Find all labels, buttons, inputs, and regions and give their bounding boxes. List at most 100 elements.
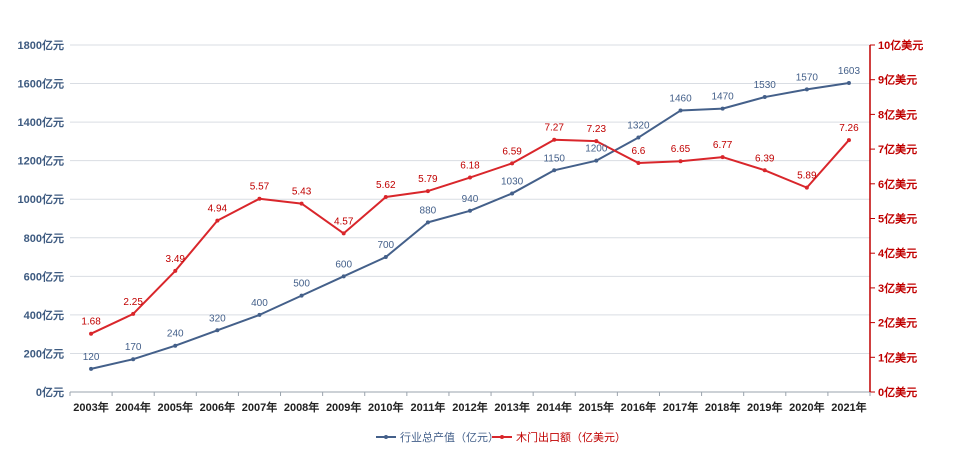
data-point-0	[846, 80, 851, 85]
data-label-0: 1030	[501, 176, 524, 187]
data-point-1	[131, 311, 136, 316]
data-labels: 120 170 240 320 400 500 600 700 880 940 1030 1150 12…	[81, 66, 860, 363]
data-label-0: 170	[125, 342, 142, 353]
right-tick-label: 10亿美元	[878, 38, 923, 52]
data-label-0: 1320	[627, 121, 650, 132]
data-label-1: 3.49	[166, 254, 186, 265]
x-tick-label: 2014年	[536, 400, 571, 414]
data-point-0	[89, 366, 94, 371]
data-point-0	[215, 328, 220, 333]
data-point-0	[636, 135, 641, 140]
data-point-1	[762, 168, 767, 173]
left-tick-label: 600亿元	[24, 269, 64, 283]
data-point-1	[468, 175, 472, 180]
left-axis-ticks: 0亿元 200亿元 400亿元 600亿元 800亿元 1000亿元 1200亿元 1400亿…	[18, 38, 64, 399]
x-tick-label: 2004年	[115, 400, 150, 414]
legend-item-export: 木门出口额（亿美元）	[492, 430, 626, 444]
x-tick-label: 2012年	[452, 400, 487, 414]
x-tick-label: 2008年	[284, 400, 319, 414]
right-tick-label: 1亿美元	[878, 350, 917, 364]
left-tick-label: 400亿元	[24, 308, 64, 322]
data-label-1: 6.18	[460, 161, 480, 172]
left-tick-label: 1000亿元	[18, 192, 64, 206]
data-point-0	[341, 274, 346, 279]
data-point-1	[594, 139, 599, 144]
right-tick-label: 3亿美元	[878, 281, 917, 295]
data-label-1: 6.77	[713, 140, 733, 151]
data-point-1	[215, 218, 220, 223]
right-axis-ticks: 0亿美元 1亿美元 2亿美元 3亿美元 4亿美元 5亿美元 6亿美元 7亿美元 8亿美元 9亿美元…	[870, 38, 923, 399]
data-point-1	[299, 201, 304, 206]
data-point-1	[846, 138, 851, 143]
right-tick-label: 6亿美元	[878, 177, 917, 191]
data-label-0: 940	[462, 194, 479, 205]
data-label-1: 7.26	[839, 123, 859, 134]
data-point-0	[510, 191, 515, 196]
data-label-1: 4.94	[208, 204, 228, 215]
data-point-1	[425, 189, 430, 194]
data-point-0	[299, 293, 304, 298]
data-point-1	[89, 331, 94, 336]
data-label-1: 7.23	[587, 124, 607, 135]
data-point-0	[257, 312, 262, 317]
data-point-1	[383, 194, 388, 199]
data-label-1: 5.79	[418, 174, 438, 185]
x-tick-label: 2020年	[789, 400, 824, 414]
left-tick-label: 200亿元	[24, 346, 64, 360]
data-label-1: 6.6	[631, 146, 645, 157]
data-label-0: 500	[293, 279, 310, 290]
x-tick-label: 2021年	[831, 400, 866, 414]
x-tick-label: 2010年	[368, 400, 403, 414]
data-point-0	[762, 95, 767, 100]
data-point-1	[173, 268, 178, 273]
data-point-1	[636, 160, 641, 165]
data-point-0	[383, 255, 388, 260]
left-tick-label: 1400亿元	[18, 115, 64, 129]
data-point-1	[678, 159, 683, 164]
data-label-1: 4.57	[334, 216, 354, 227]
data-label-0: 1150	[543, 153, 565, 164]
data-label-1: 1.68	[81, 317, 101, 328]
data-point-1	[804, 185, 809, 190]
x-tick-label: 2015年	[579, 400, 614, 414]
data-point-0	[552, 168, 557, 173]
x-tick-label: 2003年	[73, 400, 108, 414]
data-point-1	[341, 231, 346, 236]
data-point-0	[678, 108, 683, 113]
left-tick-label: 1800亿元	[18, 38, 64, 52]
data-label-1: 5.62	[376, 180, 396, 191]
right-tick-label: 0亿美元	[878, 385, 917, 399]
legend: 行业总产值（亿元） 木门出口额（亿美元）	[376, 430, 626, 444]
data-point-0	[173, 343, 178, 348]
x-tick-label: 2011年	[410, 400, 445, 414]
data-label-1: 6.59	[502, 146, 522, 157]
data-point-0	[804, 87, 809, 92]
right-tick-label: 7亿美元	[878, 142, 917, 156]
data-label-1: 7.27	[544, 123, 564, 134]
x-tick-label: 2006年	[200, 400, 235, 414]
data-label-1: 6.65	[671, 144, 691, 155]
data-point-0	[425, 220, 430, 225]
x-tick-label: 2017年	[663, 400, 698, 414]
data-label-0: 240	[167, 329, 184, 340]
data-label-1: 5.57	[250, 182, 270, 193]
data-point-0	[468, 208, 472, 213]
x-tick-label: 2007年	[242, 400, 277, 414]
x-tick-label: 2018年	[705, 400, 740, 414]
left-tick-label: 1200亿元	[18, 154, 64, 168]
legend-marker-output	[384, 435, 388, 439]
data-label-0: 1603	[838, 66, 861, 77]
series-lines	[89, 80, 851, 371]
x-tick-label: 2005年	[158, 400, 193, 414]
data-label-0: 880	[420, 205, 437, 216]
right-tick-label: 2亿美元	[878, 316, 917, 330]
data-point-1	[552, 137, 557, 142]
data-point-0	[131, 357, 136, 362]
data-point-1	[720, 155, 725, 160]
legend-marker-export	[500, 435, 504, 439]
left-tick-label: 800亿元	[24, 231, 64, 245]
data-point-0	[720, 106, 725, 111]
series-line-0	[90, 81, 850, 370]
x-tick-label: 2016年	[621, 400, 656, 414]
data-label-0: 1530	[754, 80, 777, 91]
